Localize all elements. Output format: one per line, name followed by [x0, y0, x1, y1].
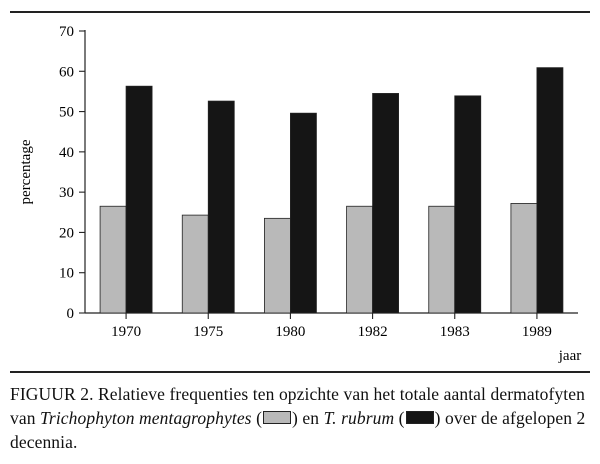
- bars: [99, 67, 564, 314]
- bar-mentagrophytes: [428, 205, 456, 314]
- caption-text-1: Relatieve frequenties ten opzichte van h…: [10, 384, 585, 428]
- caption-text-5: ) over de afgelopen 2 decennia.: [10, 408, 586, 452]
- legend-swatch-light: [263, 411, 291, 425]
- x-tick-label: 1970: [111, 324, 141, 340]
- caption-label: FIGUUR 2.: [10, 384, 94, 404]
- caption-rule: [10, 371, 590, 373]
- y-axis-label: percentage: [18, 139, 34, 204]
- y-tick-label: 40: [59, 145, 74, 161]
- figure-caption: FIGUUR 2. Relatieve frequenties ten opzi…: [10, 382, 595, 454]
- x-tick-label: 1980: [275, 324, 305, 340]
- bar-rubrum: [125, 85, 153, 314]
- caption-text-3: ) en: [292, 408, 324, 428]
- bar-mentagrophytes: [510, 203, 538, 314]
- caption-species-2: T. rubrum: [323, 408, 395, 428]
- bar-chart: percentage jaar 0 10 20 30 40 50 60 70 1970 1975…: [18, 24, 581, 364]
- y-tick-label: 10: [59, 266, 74, 282]
- x-tick-label: 1989: [522, 324, 552, 340]
- y-tick-label: 0: [67, 306, 75, 322]
- bar-rubrum: [207, 100, 235, 314]
- y-tick-label: 30: [59, 185, 74, 201]
- caption-species-1: Trichophyton mentagrophytes: [40, 408, 252, 428]
- top-rule: [10, 11, 590, 13]
- bar-mentagrophytes: [264, 217, 291, 314]
- caption-text-4: (: [394, 408, 405, 428]
- y-tick-label: 60: [59, 64, 74, 80]
- bar-rubrum: [372, 93, 399, 314]
- x-tick-label: 1975: [193, 324, 223, 340]
- bar-mentagrophytes: [181, 214, 209, 314]
- y-tick-label: 20: [59, 225, 74, 241]
- x-tick-label: 1983: [440, 324, 470, 340]
- x-axis-label: jaar: [558, 348, 581, 364]
- y-tick-label: 50: [59, 105, 74, 121]
- bar-rubrum: [536, 67, 564, 314]
- caption-text-2: (: [251, 408, 262, 428]
- bar-mentagrophytes: [99, 205, 127, 314]
- x-tick-label: 1982: [358, 324, 388, 340]
- bar-rubrum: [454, 95, 482, 314]
- x-ticks: 1970 1975 1980 1982 1983 1989: [111, 313, 552, 340]
- bar-rubrum: [290, 112, 317, 314]
- y-ticks: 0 10 20 30 40 50 60 70: [59, 24, 85, 322]
- y-tick-label: 70: [59, 24, 74, 40]
- legend-swatch-dark: [405, 411, 434, 425]
- bar-mentagrophytes: [346, 205, 373, 314]
